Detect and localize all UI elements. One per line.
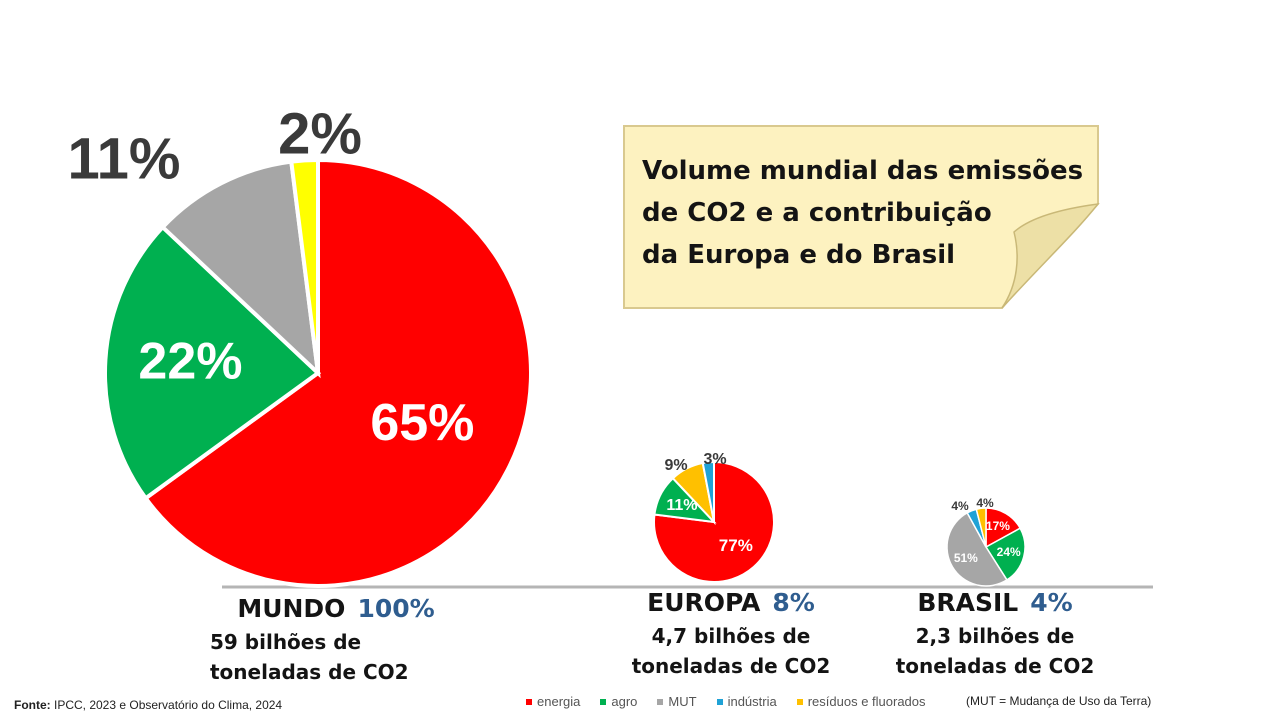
slice-label-other: 2% xyxy=(278,101,362,166)
source-note: Fonte: IPCC, 2023 e Observatório do Clim… xyxy=(14,698,282,712)
legend-swatch xyxy=(600,698,607,705)
region-name: EUROPA xyxy=(647,588,761,617)
slice-label-agro: 11% xyxy=(666,497,697,514)
label-mundo: MUNDO 100% 59 bilhões de toneladas de CO2 xyxy=(186,594,486,687)
legend-item-agro: agro xyxy=(600,694,637,709)
pie-slice-MUT xyxy=(946,511,1008,587)
mut-footnote: (MUT = Mudança de Uso da Terra) xyxy=(966,694,1152,708)
legend-swatch xyxy=(796,698,803,705)
slice-label-MUT: 11% xyxy=(68,126,181,191)
legend-label: MUT xyxy=(668,694,697,709)
slice-label-energia: 77% xyxy=(719,536,753,555)
slice-label-agro: 24% xyxy=(997,545,1021,559)
slice-label-residuos: 9% xyxy=(664,457,687,474)
pie-slice-industria xyxy=(701,460,715,523)
region-name: BRASIL xyxy=(917,588,1019,617)
chart-title: Volume mundial das emissões de CO2 e a c… xyxy=(642,156,1084,270)
legend-swatch xyxy=(716,698,723,705)
pie-slice-agro xyxy=(103,224,322,501)
legend-swatch xyxy=(657,698,664,705)
region-share: 4% xyxy=(1030,588,1073,617)
label-europa: EUROPA 8% 4,7 bilhões de toneladas de CO2 xyxy=(606,588,856,681)
region-volume: 2,3 bilhões de toneladas de CO2 xyxy=(895,624,1095,678)
region-volume: 59 bilhões de toneladas de CO2 xyxy=(210,630,409,684)
legend-label: energia xyxy=(537,694,581,709)
source-text: IPCC, 2023 e Observatório do Clima, 2024 xyxy=(50,698,283,712)
legend-label: agro xyxy=(611,694,638,709)
pie-slice-energia xyxy=(653,460,775,583)
label-brasil: BRASIL 4% 2,3 bilhões de toneladas de CO2 xyxy=(880,588,1110,681)
slice-label-energia: 17% xyxy=(986,519,1010,533)
legend-item-energia: energia xyxy=(526,694,580,709)
legend-label: indústria xyxy=(727,694,777,709)
slice-label-industria: 3% xyxy=(703,451,726,468)
pie-mundo: 65% 22% 11% 2% xyxy=(68,101,533,588)
pie-slice-other xyxy=(289,157,320,374)
pie-europa: 77% 11% 9% 3% xyxy=(653,451,775,583)
slice-label-industria: 4% xyxy=(951,499,969,513)
region-share: 8% xyxy=(772,588,815,617)
slice-label-energia: 65% xyxy=(370,394,474,452)
slice-label-agro: 22% xyxy=(138,333,242,391)
legend-item-residuos: resíduos e fluorados xyxy=(796,694,926,709)
pie-brasil: 17% 24% 51% 4% 4% xyxy=(946,496,1026,587)
title-note: Volume mundial das emissões de CO2 e a c… xyxy=(622,124,1100,310)
source-prefix: Fonte: xyxy=(14,698,51,712)
note-background xyxy=(623,125,1100,309)
region-name: MUNDO xyxy=(237,594,346,623)
pie-slice-energia xyxy=(142,157,533,588)
legend-item-mut: MUT xyxy=(657,694,697,709)
legend-item-industria: indústria xyxy=(716,694,777,709)
region-share: 100% xyxy=(357,594,435,623)
legend: energia agro MUT indústria resíduos e fl… xyxy=(526,694,926,709)
legend-swatch xyxy=(526,698,532,705)
region-volume: 4,7 bilhões de toneladas de CO2 xyxy=(631,624,831,678)
pie-slice-residuos xyxy=(975,507,987,548)
pie-slice-agro xyxy=(984,527,1026,581)
slice-label-residuos: 4% xyxy=(976,496,994,510)
pie-slice-MUT xyxy=(159,159,321,379)
legend-label: resíduos e fluorados xyxy=(807,694,926,709)
slice-label-MUT: 51% xyxy=(954,551,978,565)
pie-slice-energia xyxy=(985,507,1022,549)
